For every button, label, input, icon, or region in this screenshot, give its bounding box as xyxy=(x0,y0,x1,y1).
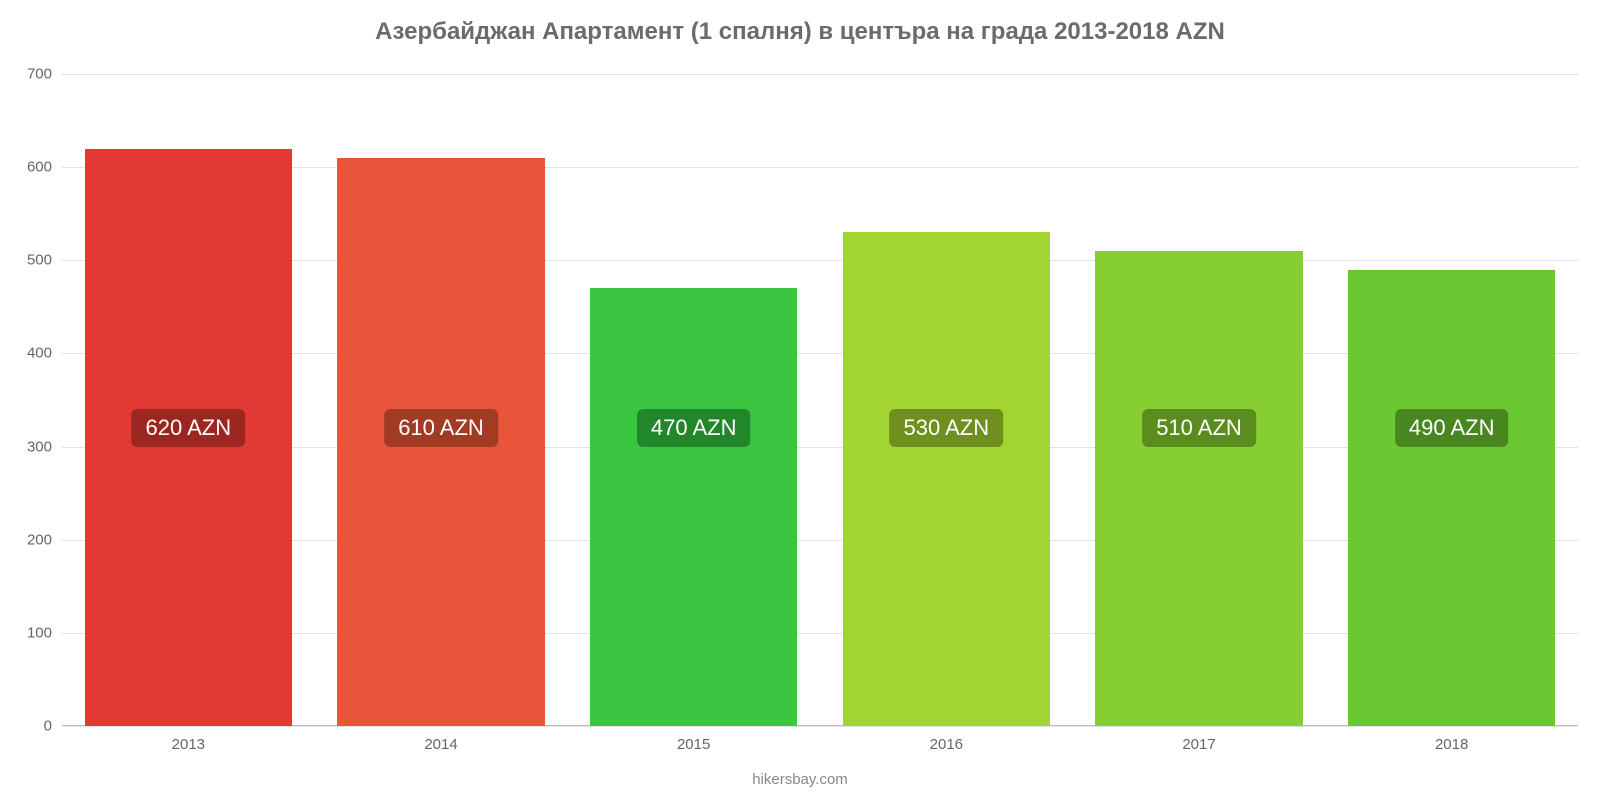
gridline xyxy=(62,726,1578,727)
x-tick-label: 2014 xyxy=(424,736,457,753)
gridline xyxy=(62,74,1578,75)
y-tick-label: 500 xyxy=(27,252,52,269)
bar-chart: Азербайджан Апартамент (1 спалня) в цент… xyxy=(0,0,1600,800)
value-badge: 510 AZN xyxy=(1142,409,1256,447)
bar xyxy=(1348,270,1555,726)
value-badge: 620 AZN xyxy=(132,409,246,447)
x-tick-label: 2015 xyxy=(677,736,710,753)
y-tick-label: 700 xyxy=(27,66,52,83)
y-tick-label: 0 xyxy=(44,718,52,735)
bar xyxy=(1095,251,1302,726)
chart-footer: hikersbay.com xyxy=(752,771,848,788)
y-tick-label: 300 xyxy=(27,438,52,455)
value-badge: 470 AZN xyxy=(637,409,751,447)
y-tick-label: 100 xyxy=(27,624,52,641)
plot-area: 01002003004005006007002013620 AZN2014610… xyxy=(62,74,1578,726)
y-tick-label: 400 xyxy=(27,345,52,362)
x-tick-label: 2017 xyxy=(1182,736,1215,753)
x-tick-label: 2013 xyxy=(172,736,205,753)
y-tick-label: 200 xyxy=(27,531,52,548)
bar xyxy=(843,232,1050,726)
x-tick-label: 2016 xyxy=(930,736,963,753)
value-badge: 610 AZN xyxy=(384,409,498,447)
x-tick-label: 2018 xyxy=(1435,736,1468,753)
chart-title: Азербайджан Апартамент (1 спалня) в цент… xyxy=(0,0,1600,46)
value-badge: 490 AZN xyxy=(1395,409,1509,447)
value-badge: 530 AZN xyxy=(890,409,1004,447)
y-tick-label: 600 xyxy=(27,159,52,176)
bar xyxy=(590,288,797,726)
